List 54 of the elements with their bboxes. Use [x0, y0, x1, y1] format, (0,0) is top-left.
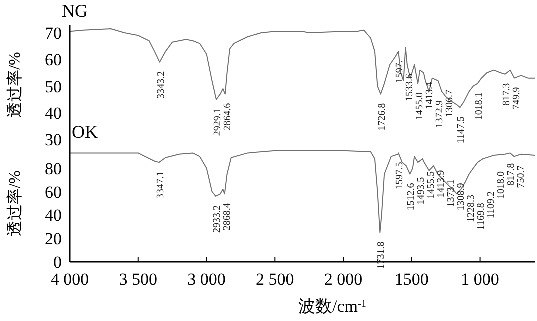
x-tick-label: 3 500 [119, 270, 158, 290]
chart-title: OK [72, 121, 98, 143]
annotation: 2868.4 [222, 203, 233, 231]
annotation: 1512.6 [406, 183, 418, 211]
annotation: 2864.6 [222, 103, 234, 131]
annotation: 1372.9 [434, 100, 446, 128]
annotation: 1597.5 [394, 162, 406, 190]
x-tick-label: 1 000 [461, 270, 500, 290]
annotation: 817.3 [501, 83, 512, 106]
annotation: 817.8 [506, 163, 518, 186]
x-tick-label: 2 500 [256, 270, 294, 290]
annotation: 1731.8 [376, 242, 388, 270]
y-axis-title: 透过率/% [6, 170, 24, 236]
annotation: 1018.0 [496, 172, 508, 200]
annotation: 1373.1 [446, 180, 458, 208]
y-tick-label: 60 [45, 50, 62, 70]
x-tick-label: 4 000 [50, 270, 90, 290]
annotation: 2929.1 [212, 108, 224, 136]
annotation: 1597. [394, 60, 406, 84]
annotation: 2933.2 [212, 205, 223, 233]
y-tick-label: 20 [45, 230, 62, 249]
annotation: 1018.1 [474, 92, 485, 120]
y-tick-label: 30 [45, 130, 62, 150]
annotation: 1726.8 [376, 103, 388, 131]
x-tick-label: 1500 [394, 270, 429, 290]
annotation: 1109.2 [486, 191, 498, 219]
y-tick-label: 0 [54, 253, 62, 272]
annotation: 749.9 [511, 87, 522, 110]
y-axis-title: 透过率/% [6, 52, 24, 118]
annotation: 1493.5 [416, 177, 428, 205]
x-axis-title: 波数/cm$^{-1}$ [298, 297, 366, 316]
annotation: 1306.7 [444, 90, 456, 118]
x-tick-label: 3 000 [188, 270, 226, 290]
annotation: 1413.9 [436, 170, 448, 198]
y-tick-label: 50 [45, 77, 62, 96]
annotation: 1228.3 [466, 194, 478, 222]
annotation: 1533.6 [404, 74, 416, 102]
annotation: 3347.1 [155, 172, 166, 200]
annotation: 1455.5 [426, 172, 438, 200]
annotation: 1308.9 [456, 183, 468, 211]
annotation: 1455.0 [414, 92, 426, 120]
annotation: 3343.2 [156, 71, 167, 99]
annotation: 750.7 [516, 166, 528, 188]
line-series [70, 150, 535, 234]
y-tick-label: 70 [45, 24, 62, 44]
annotation: 1147.5 [456, 116, 468, 144]
y-tick-label: 40 [45, 206, 62, 226]
x-tick-label: 2 000 [324, 270, 363, 290]
y-tick-label: 60 [45, 182, 62, 202]
annotation: 1169.8 [476, 203, 488, 230]
y-tick-label: 40 [45, 104, 62, 124]
chart-title: NG [62, 0, 88, 22]
y-tick-label: 80 [45, 159, 62, 178]
annotation: 1413.4 [424, 82, 436, 110]
